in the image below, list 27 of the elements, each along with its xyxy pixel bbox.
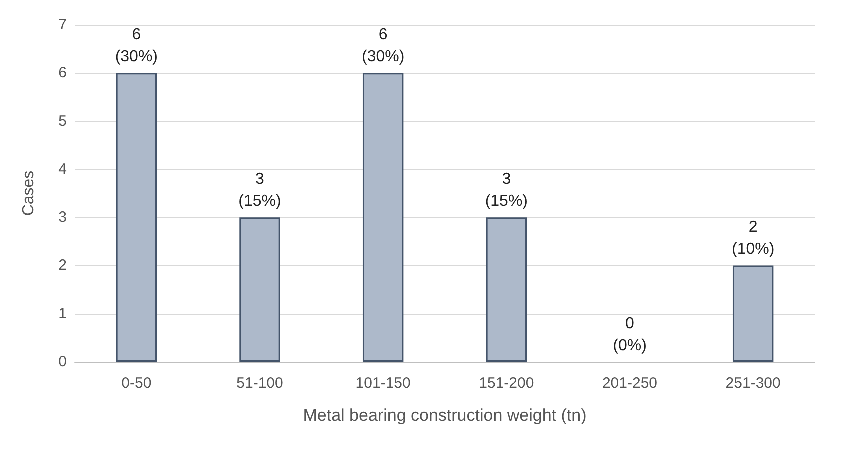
data-label: 3 (15%) [238,171,282,210]
data-label: 2 (10%) [732,219,775,258]
y-tick-label: 4 [58,160,67,178]
x-axis-title: Metal bearing construction weight (tn) [303,406,587,425]
data-label: 6 (30%) [362,26,405,66]
x-tick-label: 151-200 [479,375,534,392]
x-tick-label: 0-50 [122,375,152,392]
data-label: 0 (0%) [613,316,647,354]
bar [116,73,158,362]
bar [732,266,774,362]
bar [362,73,404,362]
y-tick-label: 1 [58,305,67,322]
y-tick-label: 2 [58,257,67,274]
y-tick-label: 5 [58,112,67,130]
data-label: 6 (30%) [115,26,158,66]
x-tick-label: 251-300 [726,375,781,392]
x-tick-label: 201-250 [602,375,658,392]
bar [240,218,280,362]
bar [486,218,528,362]
y-tick-label: 7 [58,16,67,34]
data-label: 3 (15%) [485,171,528,210]
y-tick-label: 0 [58,354,67,370]
y-tick-label: 6 [58,64,67,82]
x-tick-label: 51-100 [236,375,284,392]
y-tick-label: 3 [58,209,67,226]
x-tick-label: 101-150 [356,375,411,392]
y-axis-title: Cases [20,170,38,216]
